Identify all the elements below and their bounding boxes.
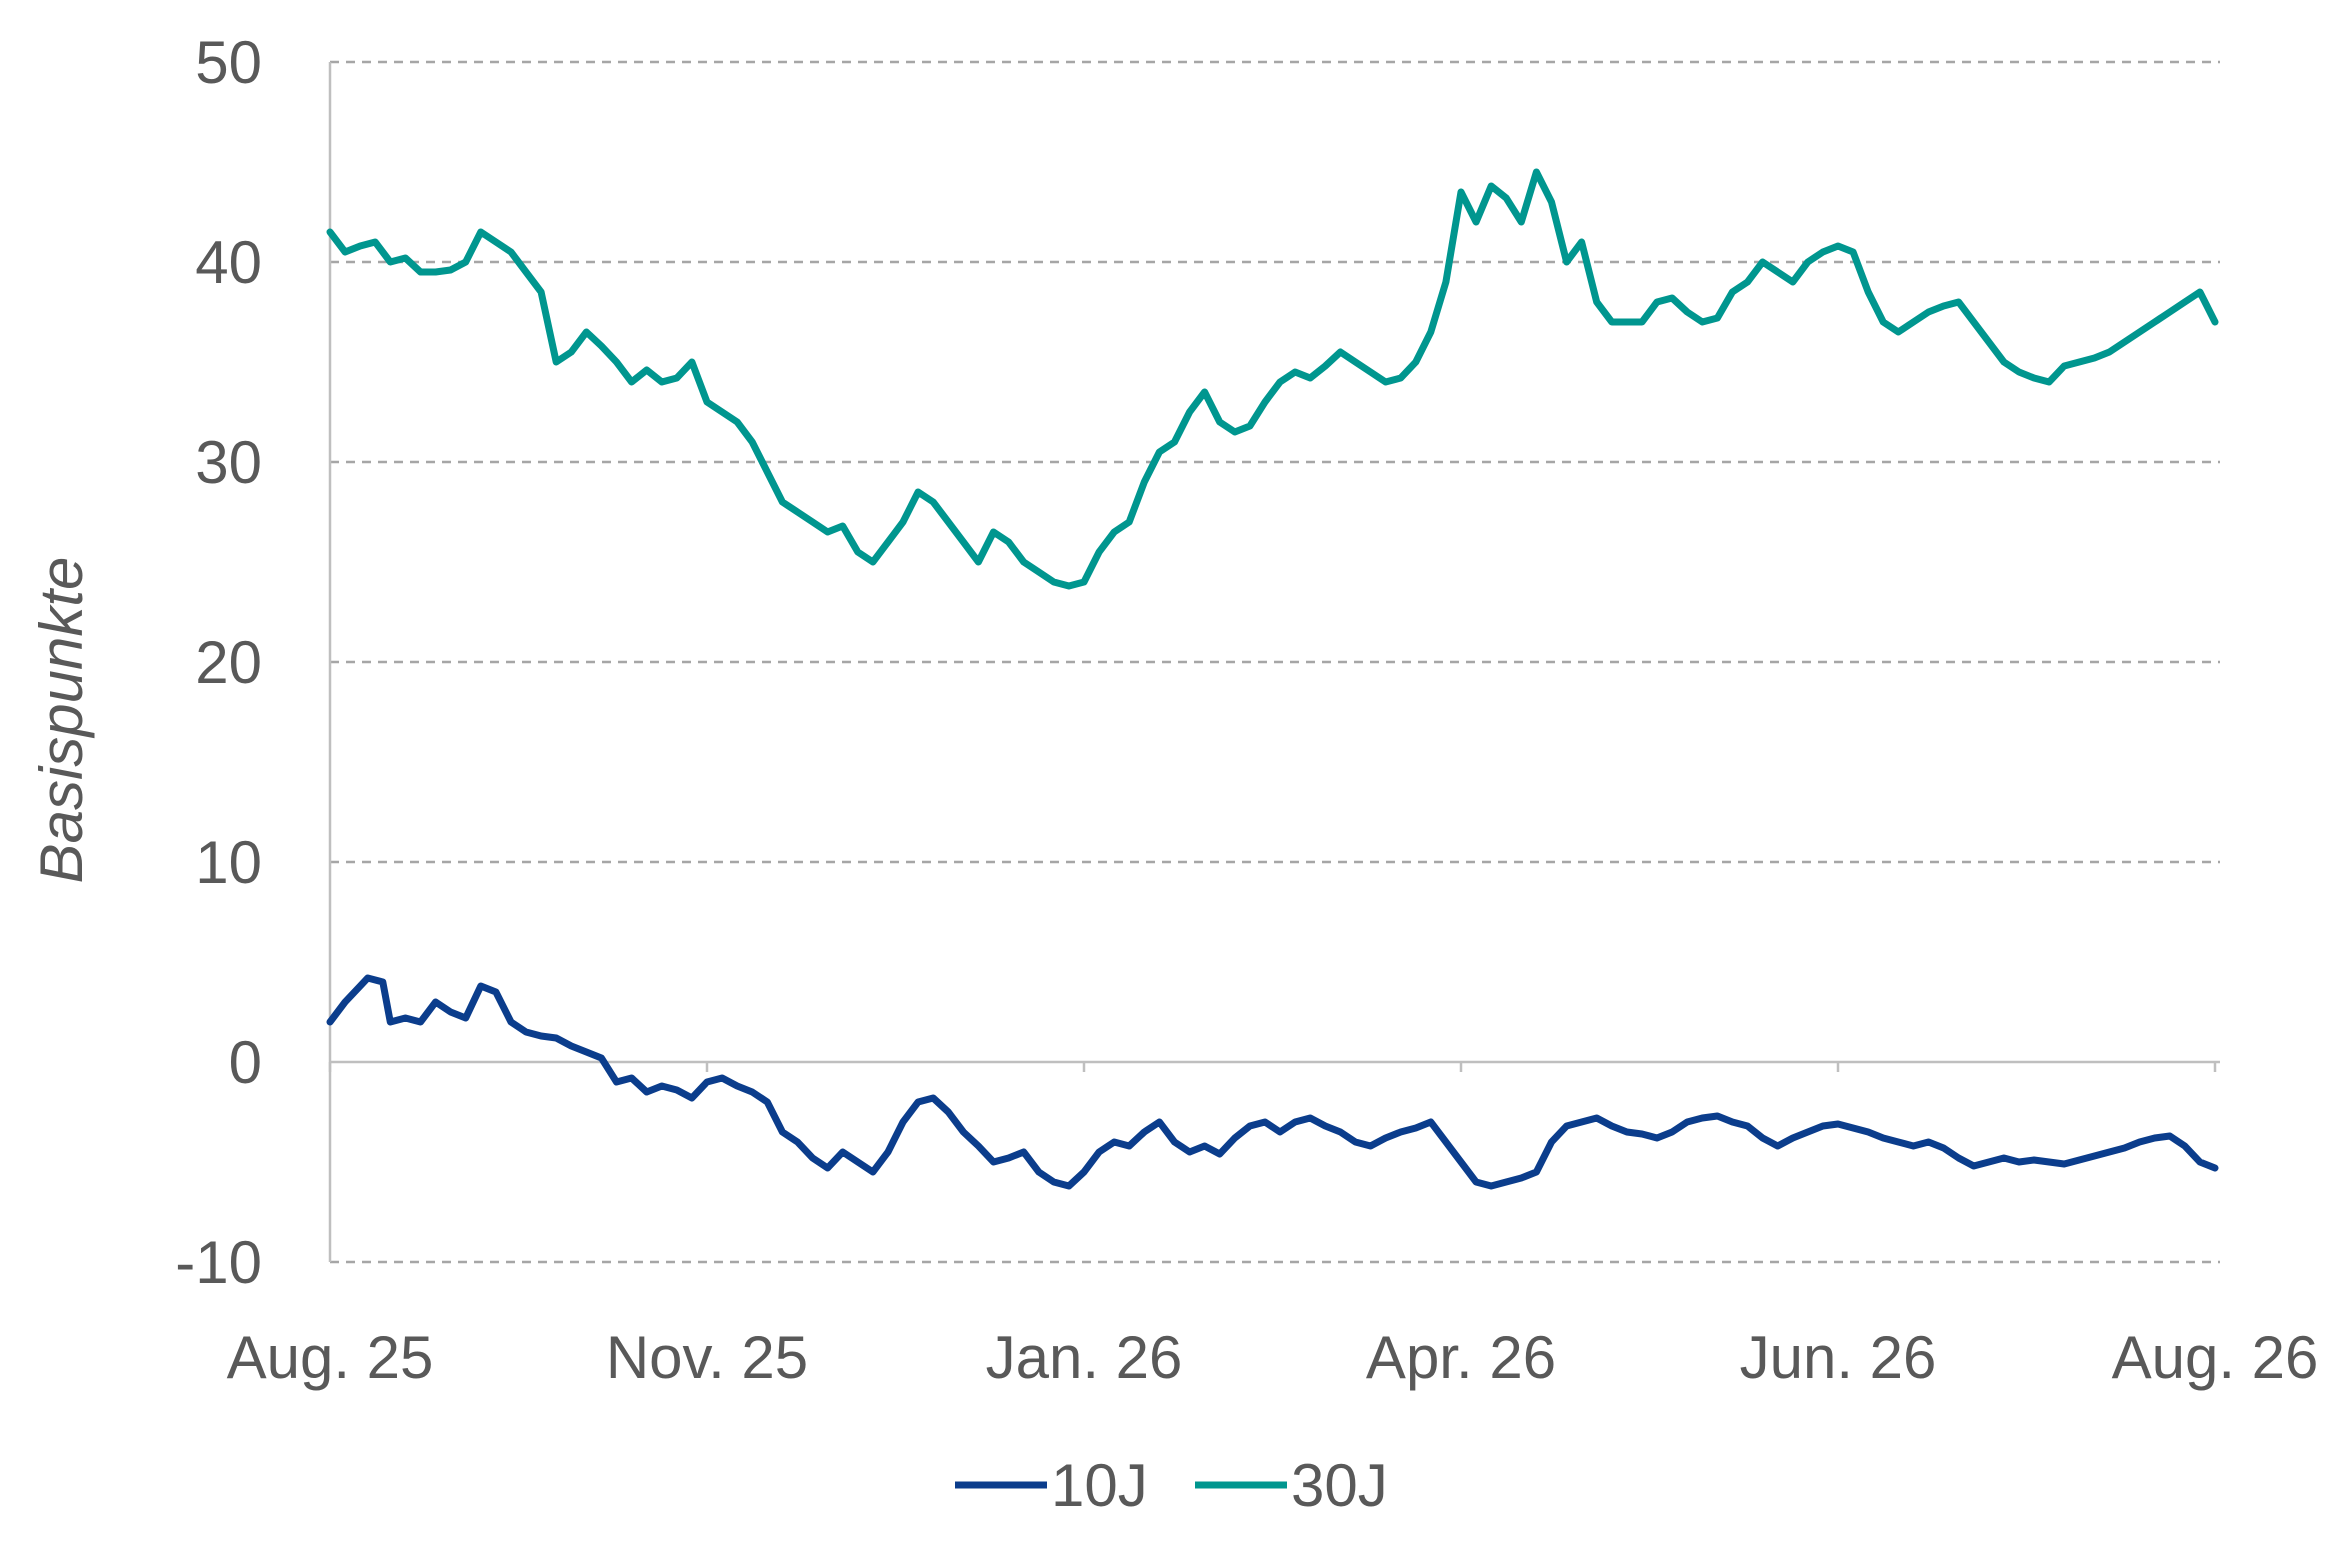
x-tick-label: Aug. 26 <box>2112 1324 2319 1391</box>
y-tick-labels: -10 0 10 20 30 40 50 <box>175 29 262 1296</box>
y-tick-label: 30 <box>195 429 262 496</box>
series-line-30J <box>326 168 2219 590</box>
legend-label-10J: 10J <box>1051 1452 1148 1519</box>
y-tick-label: 10 <box>195 829 262 896</box>
x-tick-labels: Aug. 25 Nov. 25 Jan. 26 Apr. 26 Jun. 26 Aug. … <box>227 1324 2319 1391</box>
y-axis-label: Basispunkte <box>28 557 95 884</box>
axes <box>328 62 2220 1262</box>
x-tick-label: Aug. 25 <box>227 1324 434 1391</box>
y-tick-label: 0 <box>229 1029 262 1096</box>
x-tick-label: Jun. 26 <box>1740 1324 1937 1391</box>
series-lines <box>326 168 2219 1190</box>
y-tick-label: 20 <box>195 629 262 696</box>
x-tick-label: Nov. 25 <box>606 1324 808 1391</box>
legend-label-30J: 30J <box>1291 1452 1388 1519</box>
y-tick-label: 50 <box>195 29 262 96</box>
x-tick-label: Jan. 26 <box>986 1324 1183 1391</box>
y-tick-label: -10 <box>175 1229 262 1296</box>
legend: 10J 30J <box>955 1452 1388 1519</box>
y-tick-label: 40 <box>195 229 262 296</box>
series-line-10J <box>326 974 2219 1190</box>
gridlines <box>330 60 2220 1264</box>
x-tick-label: Apr. 26 <box>1366 1324 1556 1391</box>
